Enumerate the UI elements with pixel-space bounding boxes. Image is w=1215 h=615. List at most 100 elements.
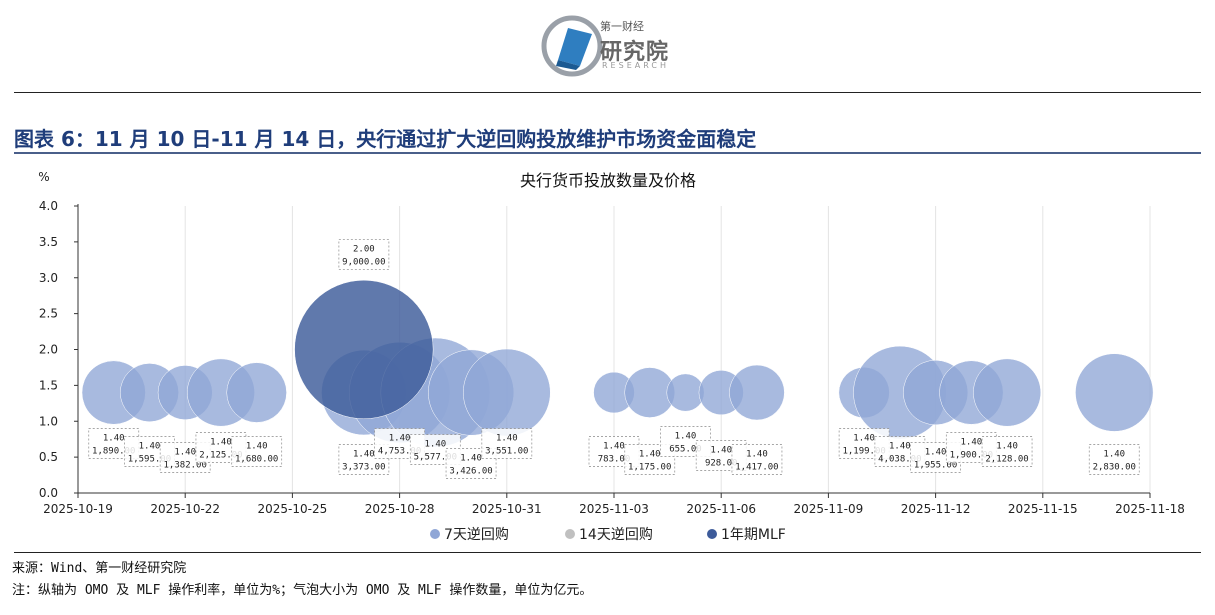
- data-label-box: [731, 444, 783, 475]
- data-label-rate: 1.40: [174, 448, 196, 458]
- legend-marker: [430, 529, 440, 539]
- data-label-rate: 1.40: [996, 442, 1018, 452]
- data-label-amount: 2,125.00: [199, 451, 242, 461]
- data-label-amount: 928.00: [705, 459, 738, 469]
- y-tick-label: 1.0: [39, 414, 58, 428]
- data-label-amount: 9,000.00: [342, 258, 385, 268]
- bubble: [666, 373, 705, 412]
- footnote: 注：纵轴为 OMO 及 MLF 操作利率，单位为%；气泡大小为 OMO 及 ML…: [12, 583, 593, 598]
- data-label-amount: 4,038.00: [878, 455, 921, 465]
- data-label-amount: 1,175.00: [628, 463, 671, 473]
- y-tick-label: 3.0: [39, 271, 58, 285]
- x-tick-label: 2025-10-22: [150, 502, 220, 516]
- data-label: 1.40 1,680.00: [231, 436, 283, 467]
- x-tick-label: 2025-10-19: [43, 502, 113, 516]
- x-tick-label: 2025-10-28: [365, 502, 435, 516]
- data-label-amount: 2,830.00: [1093, 463, 1136, 473]
- data-label-amount: 4,753.00: [378, 447, 421, 457]
- y-tick-label: 0.0: [39, 486, 58, 500]
- data-label-amount: 1,680.00: [235, 455, 278, 465]
- data-label-amount: 1,382.00: [164, 461, 207, 471]
- logo-text-small: 第一财经: [600, 20, 644, 33]
- data-label-box: [231, 436, 283, 467]
- data-label-rate: 1.40: [246, 442, 268, 452]
- data-label: 1.40 2,830.00: [1088, 444, 1140, 475]
- data-labels: 1.401,890.00 1.401,595.001.401,382.001.40…: [88, 239, 1140, 479]
- data-label-amount: 3,551.00: [485, 447, 528, 457]
- data-label-rate: 1.40: [603, 442, 625, 452]
- x-tick-label: 2025-11-18: [1115, 502, 1185, 516]
- bubble: [463, 348, 551, 437]
- y-tick-label: 0.5: [39, 450, 58, 464]
- data-label-rate: 1.40: [424, 440, 446, 450]
- data-label-rate: 1.40: [460, 454, 482, 464]
- data-label-amount: 783.00: [598, 455, 631, 465]
- research-institute-logo: [541, 15, 603, 77]
- bubble: [226, 362, 287, 423]
- data-label-amount: 5,577.00: [414, 453, 457, 463]
- data-label: 1.40 3,551.00: [481, 428, 533, 459]
- data-label-amount: 1,955.00: [914, 461, 957, 471]
- data-label-amount: 2,128.00: [985, 455, 1028, 465]
- data-label-rate: 1.40: [103, 434, 125, 444]
- x-tick-label: 2025-10-25: [258, 502, 328, 516]
- x-tick-label: 2025-11-15: [1008, 502, 1078, 516]
- bubble: [973, 358, 1042, 427]
- data-label: 1.40 1,175.00: [624, 444, 676, 475]
- x-tick-label: 2025-11-06: [686, 502, 756, 516]
- legend-item: 14天逆回购: [565, 527, 653, 543]
- header-divider: [14, 92, 1201, 93]
- legend-marker: [707, 529, 717, 539]
- data-label-amount: 1,199.00: [842, 447, 885, 457]
- data-label-rate: 1.40: [746, 450, 768, 460]
- data-label: 2.00 9,000.00: [338, 239, 390, 270]
- legend-item: 1年期MLF: [707, 527, 786, 543]
- data-label: 1.40 2,128.00: [981, 436, 1033, 467]
- data-label-rate: 1.40: [389, 434, 411, 444]
- bubble: [294, 279, 434, 420]
- data-label-rate: 1.40: [710, 446, 732, 456]
- logo-text-big: 研究院: [600, 40, 670, 65]
- data-label-box: [481, 428, 533, 459]
- bubble: [1075, 353, 1154, 432]
- legend-label: 1年期MLF: [721, 527, 786, 543]
- data-label-box: [981, 436, 1033, 467]
- source-note: 来源：Wind、第一财经研究院: [12, 561, 187, 576]
- data-label: 1.40 1,417.00: [731, 444, 783, 475]
- y-tick-label: 2.5: [39, 307, 58, 321]
- x-tick-label: 2025-11-03: [579, 502, 649, 516]
- y-tick-label: 4.0: [39, 199, 58, 213]
- y-tick-label: 2.0: [39, 343, 58, 357]
- data-label-rate: 2.00: [353, 245, 375, 255]
- data-label-rate: 1.40: [353, 450, 375, 460]
- x-tick-label: 2025-11-09: [794, 502, 864, 516]
- data-label-amount: 1,890.00: [92, 447, 135, 457]
- legend-label: 14天逆回购: [579, 527, 653, 543]
- bubbles: [81, 279, 1154, 448]
- data-label-amount: 1,417.00: [735, 463, 778, 473]
- chart-title: 央行货币投放数量及价格: [520, 171, 696, 190]
- data-label-rate: 1.40: [925, 448, 947, 458]
- legend: 7天逆回购 14天逆回购 1年期MLF: [430, 527, 786, 543]
- data-label-box: [338, 239, 390, 270]
- y-axis-unit-label: %: [38, 170, 49, 184]
- bubble: [729, 364, 785, 421]
- figure-title: 图表 6：11 月 10 日-11 月 14 日，央行通过扩大逆回购投放维护市场…: [14, 127, 757, 151]
- data-label-rate: 1.40: [210, 438, 232, 448]
- data-label-amount: 1,595.00: [128, 455, 171, 465]
- data-label-rate: 1.40: [889, 442, 911, 452]
- data-label-amount: 655.00: [669, 445, 702, 455]
- data-label-rate: 1.40: [675, 432, 697, 442]
- legend-marker: [565, 529, 575, 539]
- data-label-rate: 1.40: [496, 434, 518, 444]
- y-tick-label: 3.5: [39, 235, 58, 249]
- legend-label: 7天逆回购: [444, 527, 509, 543]
- data-label-rate: 1.40: [639, 450, 661, 460]
- data-label-rate: 1.40: [139, 442, 161, 452]
- legend-item: 7天逆回购: [430, 527, 509, 543]
- x-tick-label: 2025-10-31: [472, 502, 542, 516]
- axes: 0.0 0.5 1.0 1.5 2.0 2.5 3.0 3.5 4.0 2025-10-19 202…: [39, 199, 1185, 516]
- data-label-amount: 1,900.00: [950, 451, 993, 461]
- x-tick-label: 2025-11-12: [901, 502, 971, 516]
- title-divider: [14, 152, 1201, 154]
